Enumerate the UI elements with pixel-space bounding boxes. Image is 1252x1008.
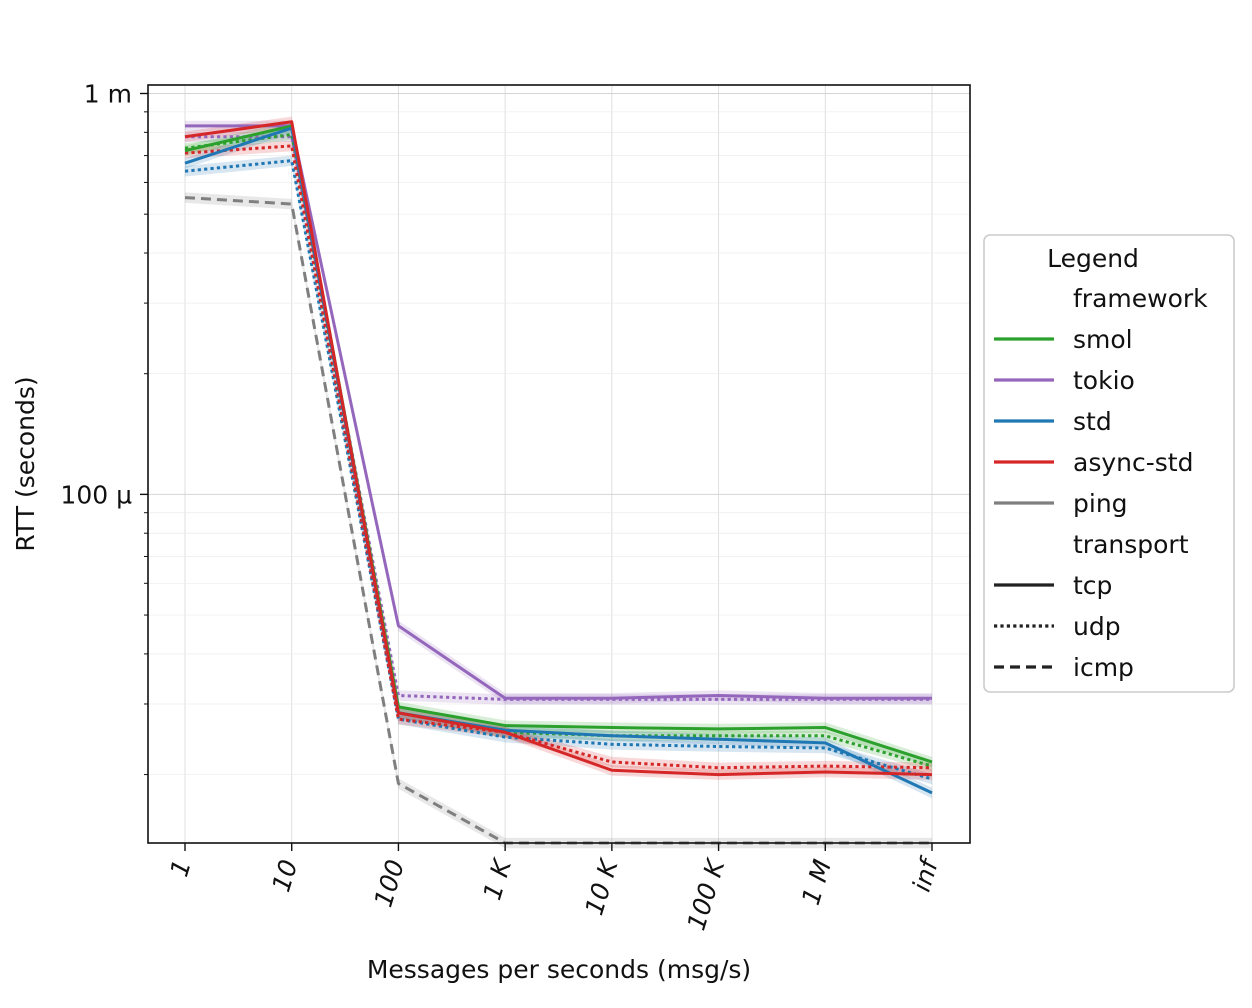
series-line-std-udp: [184, 159, 933, 781]
y-axis-label: RTT (seconds): [11, 376, 40, 551]
legend-entry-smol: smol: [1073, 325, 1133, 354]
grid-layer: [148, 85, 970, 843]
y-tick-label: 100 µ: [60, 480, 132, 509]
legend-box: [983, 234, 1235, 693]
legend-entry-icmp: icmp: [1073, 653, 1134, 682]
series-band-tokio-udp: [185, 131, 932, 705]
series-band-smol-tcp: [185, 120, 932, 768]
legend-entry-ping: ping: [1073, 489, 1128, 518]
x-tick-label: 1 M: [796, 856, 837, 908]
x-tick-label: 10 K: [579, 854, 624, 919]
legend-title: Legend: [1047, 244, 1139, 273]
series-line-async-std-tcp: [184, 120, 933, 777]
x-tick-label: 1 K: [477, 854, 517, 903]
series-band-async-std-tcp: [185, 116, 932, 780]
plot-frame: [147, 84, 971, 844]
legend-entry-udp: udp: [1073, 612, 1121, 641]
x-tick-label: 100: [368, 856, 410, 910]
legend-group-title: framework: [1073, 284, 1208, 313]
legend-entry-async-std: async-std: [1073, 448, 1193, 477]
series-band-tokio-tcp: [185, 120, 932, 704]
series-line-tokio-tcp: [185, 124, 932, 700]
x-tick-label: 1: [164, 856, 196, 880]
x-tick-label: 10: [266, 856, 303, 895]
x-axis-label: Messages per seconds (msg/s): [367, 955, 751, 984]
y-tick-label: 1 m: [84, 79, 132, 108]
series-line-async-std-udp: [184, 144, 933, 770]
legend-entry-std: std: [1073, 407, 1112, 436]
series-line-smol-tcp: [184, 124, 933, 764]
legend-entry-tokio: tokio: [1073, 366, 1135, 395]
legend-layer: Legend framework smol tokio std async-std ping…: [983, 234, 1235, 693]
x-tick-label: inf: [907, 853, 945, 895]
x-tick-label: 100 K: [682, 854, 732, 934]
series-band-std-udp: [185, 155, 932, 785]
axes-layer: 1 10 100 1 K 10 K 100 K 1 M inf 1 m 100 µ Messages…: [11, 79, 971, 984]
legend-group-title: transport: [1073, 530, 1189, 559]
legend-entry-tcp: tcp: [1073, 571, 1112, 600]
